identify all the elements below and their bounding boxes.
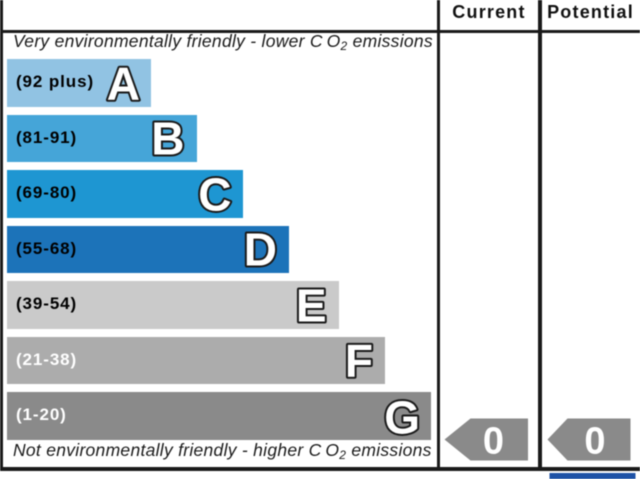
svg-text:E: E — [296, 280, 327, 332]
svg-text:A: A — [107, 58, 140, 110]
svg-text:G: G — [384, 392, 420, 444]
svg-text:0: 0 — [584, 421, 605, 463]
svg-text:C: C — [198, 169, 231, 221]
svg-text:B: B — [151, 113, 184, 165]
svg-text:F: F — [345, 335, 373, 387]
svg-text:D: D — [244, 224, 277, 276]
svg-text:0: 0 — [483, 421, 504, 463]
